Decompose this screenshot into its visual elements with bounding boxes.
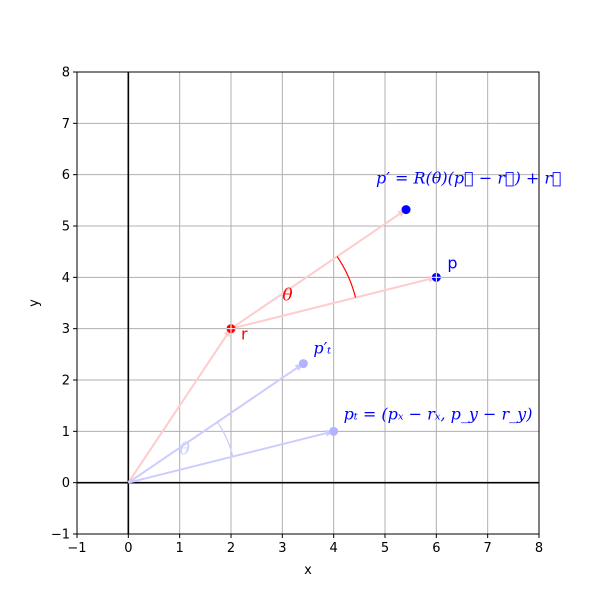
vector-r-to-p-prime [230, 208, 407, 330]
vector-arrows [127, 208, 437, 484]
point-label-p: p [447, 253, 457, 272]
y-tick-label: 4 [62, 271, 70, 286]
x-tick-label: 7 [484, 541, 492, 556]
point-p_prime [401, 205, 411, 215]
y-tick-label: 6 [62, 168, 70, 183]
zero-axes [77, 72, 539, 534]
x-tick-label: 8 [535, 541, 543, 556]
data-points [226, 205, 441, 436]
angle-arcs: θθ [180, 256, 357, 459]
y-axis-label: y [27, 299, 42, 307]
point-p_t [329, 426, 339, 436]
x-tick-label: 4 [330, 541, 338, 556]
y-tick-label: 7 [62, 117, 70, 132]
point-label-p_t_prime: p′ₜ [313, 339, 331, 358]
point-p_t_prime [298, 359, 308, 369]
y-tick-label: 2 [62, 374, 70, 389]
angle-label-theta-at-origin: θ [180, 439, 190, 459]
y-tick-label: −1 [51, 528, 70, 543]
vector-origin-to-pt [128, 430, 334, 484]
point-label-r: r [241, 325, 248, 344]
y-tick-label: 3 [62, 322, 70, 337]
x-tick-label: −1 [67, 541, 86, 556]
point-label-p_prime: p′ = R(θ)(p⃗ − r⃗) + r⃗ [376, 169, 562, 188]
point-labels: p r p′ = R(θ)(p⃗ − r⃗) + r⃗ pₜ = (pₓ − rₓ, … [241, 169, 562, 424]
tick-marks-and-labels: −1 0 1 2 3 4 5 6 7 8 −1 0 1 2 3 4 5 6 7 8 [51, 66, 543, 557]
vector-r-to-p [230, 276, 437, 330]
x-tick-label: 1 [176, 541, 184, 556]
vector-origin-to-r [127, 328, 232, 484]
angle-label-theta-at-r: θ [282, 285, 292, 305]
x-tick-label: 2 [227, 541, 235, 556]
arc-theta-at-r [336, 256, 357, 298]
x-tick-label: 5 [381, 541, 389, 556]
y-tick-label: 0 [62, 476, 70, 491]
x-tick-label: 3 [278, 541, 286, 556]
x-tick-label: 0 [124, 541, 132, 556]
vector-origin-to-pt-prime [127, 362, 304, 484]
plot-frame [76, 71, 540, 535]
x-tick-label: 6 [432, 541, 440, 556]
y-tick-label: 1 [62, 425, 70, 440]
point-label-p_t: pₜ = (pₓ − rₓ, p_y − r_y) [344, 404, 533, 423]
y-tick-label: 5 [62, 220, 70, 235]
y-tick-label: 8 [62, 66, 70, 81]
x-axis-label: x [304, 563, 312, 578]
arc-theta-at-origin [216, 421, 234, 457]
